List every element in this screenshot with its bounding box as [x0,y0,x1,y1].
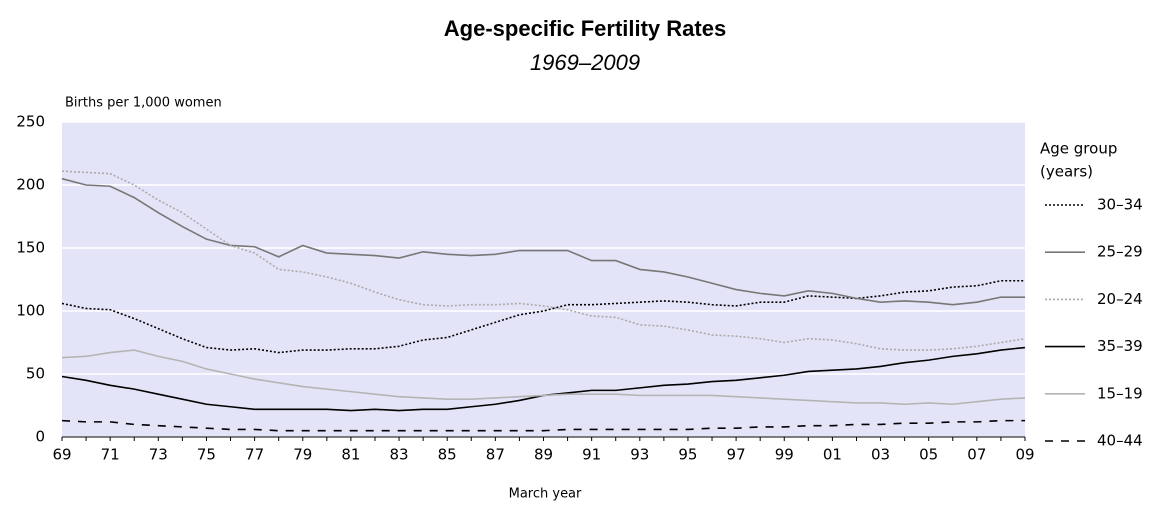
series-line [61,349,1026,406]
x-axis-label: March year [509,487,582,502]
x-tick-label: 81 [341,446,360,464]
series-line [61,419,1025,432]
legend-label: 35–39 [1097,337,1143,355]
y-axis-label: Births per 1,000 women [65,96,222,111]
x-tick-label: 95 [678,446,697,464]
legend-title: (years) [1040,163,1093,181]
x-tick-label: 79 [293,446,312,464]
x-tick-label: 05 [919,446,938,464]
y-tick-label: 200 [16,176,45,194]
x-tick-label: 99 [775,446,794,464]
legend-label: 30–34 [1097,196,1143,214]
x-tick-label: 03 [871,446,890,464]
x-tick-label: 75 [197,446,216,464]
x-tick-label: 85 [438,446,457,464]
y-tick-label: 50 [26,365,45,383]
legend-title: Age group [1040,140,1117,158]
series-line [61,279,1025,354]
legend-label: 15–19 [1097,384,1143,402]
x-tick-label: 73 [149,446,168,464]
x-tick-label: 01 [823,446,842,464]
legend-label: 25–29 [1097,243,1143,261]
y-tick-label: 0 [35,428,45,446]
x-tick-label: 97 [727,446,746,464]
x-tick-label: 69 [52,446,71,464]
x-tick-label: 91 [582,446,601,464]
x-tick-label: 87 [486,446,505,464]
y-tick-label: 150 [16,239,45,257]
x-tick-label: 07 [967,446,986,464]
series-line [61,170,1026,351]
x-tick-label: 71 [101,446,120,464]
x-tick-label: 93 [630,446,649,464]
y-tick-label: 100 [16,302,45,320]
x-tick-label: 77 [245,446,264,464]
x-tick-label: 83 [390,446,409,464]
series-line [61,177,1025,306]
legend-label: 20–24 [1097,290,1143,308]
legend-label: 40–44 [1097,432,1143,450]
y-tick-label: 250 [16,113,45,131]
plot-background [62,122,1025,437]
x-tick-label: 89 [534,446,553,464]
x-tick-label: 09 [1015,446,1034,464]
chart-title: Age-specific Fertility Rates [444,16,726,41]
chart-subtitle: 1969–2009 [530,50,640,75]
